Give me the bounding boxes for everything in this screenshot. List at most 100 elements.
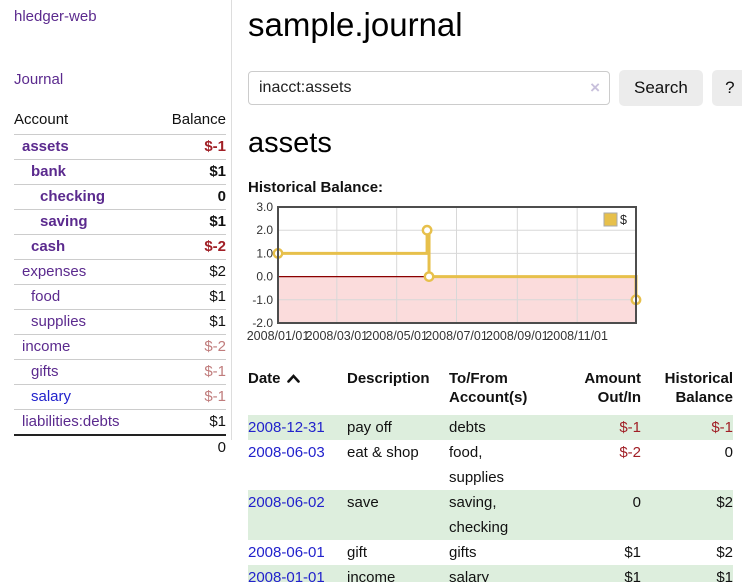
svg-text:1.0: 1.0 xyxy=(256,246,273,260)
register-header-to-from-account-s: To/From Account(s) xyxy=(449,370,528,406)
transaction-row: 2008-06-03 eat & shop food, supplies $-2 0 xyxy=(248,440,733,490)
account-row: cash $-2 xyxy=(14,234,226,260)
account-balance: $-2 xyxy=(154,334,226,360)
account-row: liabilities:debts $1 xyxy=(14,409,226,436)
account-row: bank $1 xyxy=(14,159,226,185)
transaction-amount: $-1 xyxy=(619,419,641,436)
transaction-accounts: gifts xyxy=(449,544,477,561)
transaction-description: eat & shop xyxy=(347,444,419,461)
account-row: expenses $2 xyxy=(14,259,226,285)
transaction-row: 2008-01-01 income salary $1 $1 xyxy=(248,565,733,582)
svg-text:$: $ xyxy=(620,213,627,227)
account-link[interactable]: liabilities:debts xyxy=(22,413,120,430)
accounts-table: Account Balance assets $-1 bank $1 checking 0… xyxy=(14,108,226,460)
register-header-amount-out-in: Amount Out/In xyxy=(584,370,641,406)
transaction-balance: $-1 xyxy=(711,419,733,436)
svg-text:2008/03/01: 2008/03/01 xyxy=(306,329,369,343)
transaction-balance: $2 xyxy=(716,544,733,561)
search-help-button[interactable]: ? xyxy=(711,70,742,106)
account-link[interactable]: salary xyxy=(31,388,72,405)
transaction-description: save xyxy=(347,494,379,511)
account-link[interactable]: saving xyxy=(40,213,88,230)
register-header-historical-balance: Historical Balance xyxy=(664,370,733,406)
journal-link[interactable]: Journal xyxy=(14,71,64,88)
account-row: assets $-1 xyxy=(14,134,226,160)
search-field-wrap: × xyxy=(248,71,610,105)
app-brand-link[interactable]: hledger-web xyxy=(14,8,97,25)
transaction-balance: 0 xyxy=(724,444,733,461)
account-balance: $-2 xyxy=(154,234,226,260)
transaction-date-link[interactable]: 2008-06-02 xyxy=(248,494,325,511)
transaction-balance: $2 xyxy=(716,494,733,511)
account-link[interactable]: supplies xyxy=(31,313,87,330)
transaction-date-link[interactable]: 2008-06-01 xyxy=(248,544,325,561)
account-link[interactable]: assets xyxy=(22,138,69,155)
transaction-amount: $1 xyxy=(624,544,641,561)
svg-text:2008/01/01: 2008/01/01 xyxy=(247,329,310,343)
svg-text:0.0: 0.0 xyxy=(256,270,273,284)
accounts-header-account: Account xyxy=(14,108,155,135)
account-row: gifts $-1 xyxy=(14,359,226,385)
accounts-total-row: 0 xyxy=(14,434,226,460)
transaction-date-link[interactable]: 2008-06-03 xyxy=(248,444,325,461)
account-row: supplies $1 xyxy=(14,309,226,335)
search-input[interactable] xyxy=(248,71,610,105)
svg-text:2008/09/01: 2008/09/01 xyxy=(486,329,549,343)
account-row: salary $-1 xyxy=(14,384,226,410)
transaction-accounts: salary xyxy=(449,569,490,582)
svg-text:-2.0: -2.0 xyxy=(252,316,273,330)
account-link[interactable]: expenses xyxy=(22,263,87,280)
historical-balance-chart: 3.0 2.0 1.0 0.0 -1.0 -2.0 2008/01/01 2008/03/01… xyxy=(247,200,742,347)
account-link[interactable]: food xyxy=(31,288,61,305)
sidebar: hledger-web Journal Account Balance asse… xyxy=(0,0,232,460)
account-balance: $1 xyxy=(154,309,226,335)
account-balance: $-1 xyxy=(154,384,226,410)
transaction-accounts: food, supplies xyxy=(449,444,505,486)
svg-text:2008/07/01: 2008/07/01 xyxy=(425,329,488,343)
chart-title: Historical Balance: xyxy=(248,179,384,196)
transaction-date-link[interactable]: 2008-01-01 xyxy=(248,569,325,582)
account-balance: $1 xyxy=(154,159,226,185)
account-link[interactable]: bank xyxy=(31,163,67,180)
transaction-date-link[interactable]: 2008-12-31 xyxy=(248,419,325,436)
account-heading: assets xyxy=(248,127,332,159)
account-row: income $-2 xyxy=(14,334,226,360)
svg-text:2008/11/01: 2008/11/01 xyxy=(546,329,608,343)
transaction-amount: 0 xyxy=(632,494,641,511)
sort-ascending-icon xyxy=(286,374,300,383)
transaction-amount: $-2 xyxy=(619,444,641,461)
transaction-row: 2008-06-01 gift gifts $1 $2 xyxy=(248,540,733,565)
transaction-accounts: debts xyxy=(449,419,486,436)
svg-text:-1.0: -1.0 xyxy=(252,293,273,307)
accounts-header-balance: Balance xyxy=(154,108,226,135)
account-link[interactable]: checking xyxy=(40,188,106,205)
account-balance: $-1 xyxy=(154,134,226,160)
search-button[interactable]: Search xyxy=(619,70,703,106)
account-balance: $1 xyxy=(154,209,226,235)
account-link[interactable]: gifts xyxy=(31,363,59,380)
transaction-accounts: saving, checking xyxy=(449,494,509,536)
account-row: food $1 xyxy=(14,284,226,310)
account-row: saving $1 xyxy=(14,209,226,235)
transaction-description: income xyxy=(347,569,396,582)
page-title: sample.journal xyxy=(248,6,463,43)
svg-text:2.0: 2.0 xyxy=(256,223,273,237)
register-header-date[interactable]: Date xyxy=(248,369,347,415)
account-link[interactable]: income xyxy=(22,338,71,355)
search-form: × Search ? xyxy=(248,70,742,106)
svg-text:3.0: 3.0 xyxy=(256,200,273,214)
transaction-balance: $1 xyxy=(716,569,733,582)
account-row: checking 0 xyxy=(14,184,226,210)
accounts-total-value: 0 xyxy=(154,434,226,460)
register-header-description: Description xyxy=(347,370,430,387)
account-balance: 0 xyxy=(154,184,226,210)
clear-search-icon[interactable]: × xyxy=(590,78,600,97)
account-balance: $1 xyxy=(154,284,226,310)
transaction-row: 2008-12-31 pay off debts $-1 $-1 xyxy=(248,415,733,440)
transaction-amount: $1 xyxy=(624,569,641,582)
account-link[interactable]: cash xyxy=(31,238,66,255)
account-balance: $-1 xyxy=(154,359,226,385)
transaction-description: gift xyxy=(347,544,368,561)
register-table: Date Description To/From Account(s) Amount … xyxy=(248,369,733,582)
